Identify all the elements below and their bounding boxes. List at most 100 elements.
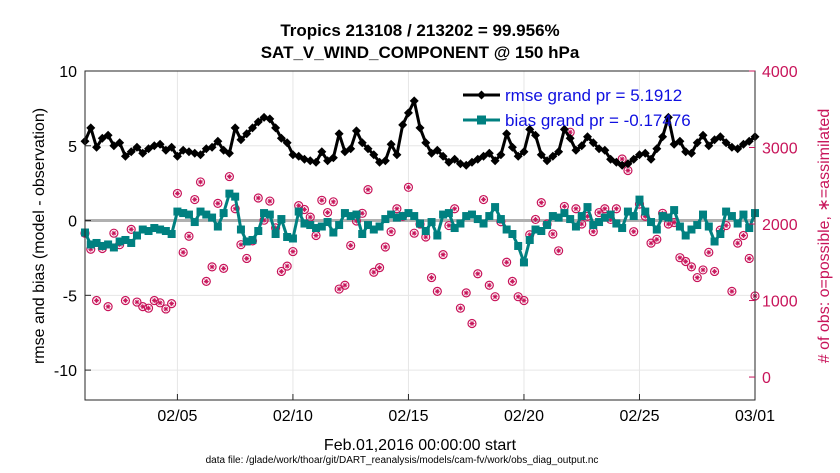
obs-assimilated-marker — [619, 156, 625, 162]
bias-point — [699, 210, 708, 219]
obs-possible-marker — [704, 247, 714, 257]
rmse-point — [415, 123, 425, 133]
rmse-point — [236, 135, 246, 145]
obs-assimilated-marker — [452, 206, 458, 212]
rmse-point — [392, 150, 402, 160]
bias-point — [496, 215, 505, 224]
rmse-point — [369, 150, 379, 160]
obs-possible-marker — [733, 238, 743, 248]
rmse-point — [554, 147, 564, 157]
obs-possible-marker — [317, 195, 327, 205]
bias-point — [346, 212, 355, 221]
obs-assimilated-marker — [596, 210, 602, 216]
bias-point — [733, 219, 742, 228]
obs-assimilated-marker — [463, 290, 469, 296]
legend-bias-marker — [477, 115, 486, 125]
bias-point — [179, 209, 188, 218]
obs-assimilated-marker — [567, 129, 573, 135]
rmse-point — [282, 138, 292, 148]
y-tick-label: -10 — [54, 363, 77, 380]
obs-assimilated-marker — [740, 233, 746, 238]
bias-point — [381, 215, 390, 224]
rmse-point — [265, 114, 275, 124]
bias-point — [150, 224, 159, 233]
obs-possible-marker — [686, 262, 697, 272]
rmse-point — [542, 156, 552, 166]
bias-point — [294, 207, 303, 216]
bias-point — [173, 207, 182, 216]
rmse-point — [698, 130, 708, 140]
obs-assimilated-marker — [423, 234, 429, 240]
x-axis-label: Feb.01,2016 00:00:00 start — [324, 437, 517, 454]
obs-possible-marker — [126, 224, 136, 234]
rmse-point — [484, 148, 494, 158]
bias-point — [589, 221, 598, 230]
obs-assimilated-marker — [735, 240, 741, 246]
obs-assimilated-marker — [88, 246, 94, 252]
bias-point — [144, 227, 153, 236]
bias-point — [439, 210, 448, 219]
chart-title-line-2: SAT_V_WIND_COMPONENT @ 150 hPa — [261, 43, 580, 62]
obs-assimilated-marker — [203, 278, 209, 284]
bias-point — [462, 212, 471, 221]
obs-assimilated-marker — [683, 259, 689, 265]
bias-point — [485, 212, 494, 221]
bias-point — [156, 225, 165, 234]
obs-assimilated-marker — [429, 275, 435, 281]
bias-point — [606, 210, 615, 219]
obs-possible-marker — [536, 198, 546, 208]
obs-possible-marker — [219, 263, 229, 273]
rmse-point — [346, 144, 356, 154]
obs-possible-marker — [369, 267, 379, 277]
obs-assimilated-marker — [348, 242, 354, 248]
rmse-point — [421, 138, 431, 148]
obs-assimilated-marker — [602, 206, 608, 212]
obs-assimilated-marker — [631, 229, 637, 235]
y-right-tick-label: 2000 — [762, 217, 798, 234]
obs-assimilated-marker — [700, 267, 706, 273]
obs-possible-marker — [548, 229, 558, 239]
bias-point — [595, 218, 604, 227]
rmse-point — [196, 150, 206, 160]
bias-point — [323, 218, 332, 227]
rmse-point — [213, 136, 223, 146]
bias-point — [392, 213, 401, 222]
obs-assimilated-marker — [625, 167, 631, 173]
obs-possible-marker — [340, 280, 350, 290]
rmse-point — [351, 126, 361, 136]
obs-assimilated-marker — [215, 200, 221, 206]
obs-possible-marker — [276, 266, 286, 277]
bias-point — [450, 224, 459, 233]
obs-assimilated-marker — [723, 223, 729, 229]
obs-possible-marker — [681, 256, 691, 267]
y-tick-label: -5 — [63, 288, 77, 305]
rmse-point — [583, 132, 592, 142]
x-tick-label: 03/01 — [735, 408, 775, 425]
obs-possible-marker — [103, 302, 113, 312]
rmse-point — [490, 156, 500, 166]
obs-assimilated-marker — [538, 200, 544, 206]
rmse-point — [548, 151, 558, 161]
bias-point — [491, 203, 500, 212]
bias-point — [190, 218, 199, 227]
bias-point — [519, 258, 528, 267]
bias-point — [132, 231, 141, 240]
obs-assimilated-marker — [608, 216, 614, 222]
obs-assimilated-marker — [163, 306, 169, 312]
bias-point — [548, 212, 557, 221]
rmse-point — [744, 136, 754, 146]
bias-point — [271, 230, 280, 239]
obs-assimilated-marker — [642, 213, 648, 219]
obs-assimilated-marker — [365, 187, 371, 193]
bias-point — [745, 224, 754, 233]
rmse-point — [496, 150, 506, 160]
obs-assimilated-marker — [105, 304, 111, 310]
bias-point — [658, 212, 667, 221]
rmse-point — [675, 136, 685, 146]
bias-point — [236, 225, 245, 234]
rmse-point — [652, 144, 662, 154]
obs-assimilated-marker — [648, 240, 654, 246]
obs-assimilated-marker — [198, 179, 204, 185]
obs-assimilated-marker — [180, 249, 186, 255]
bias-point — [433, 231, 442, 240]
